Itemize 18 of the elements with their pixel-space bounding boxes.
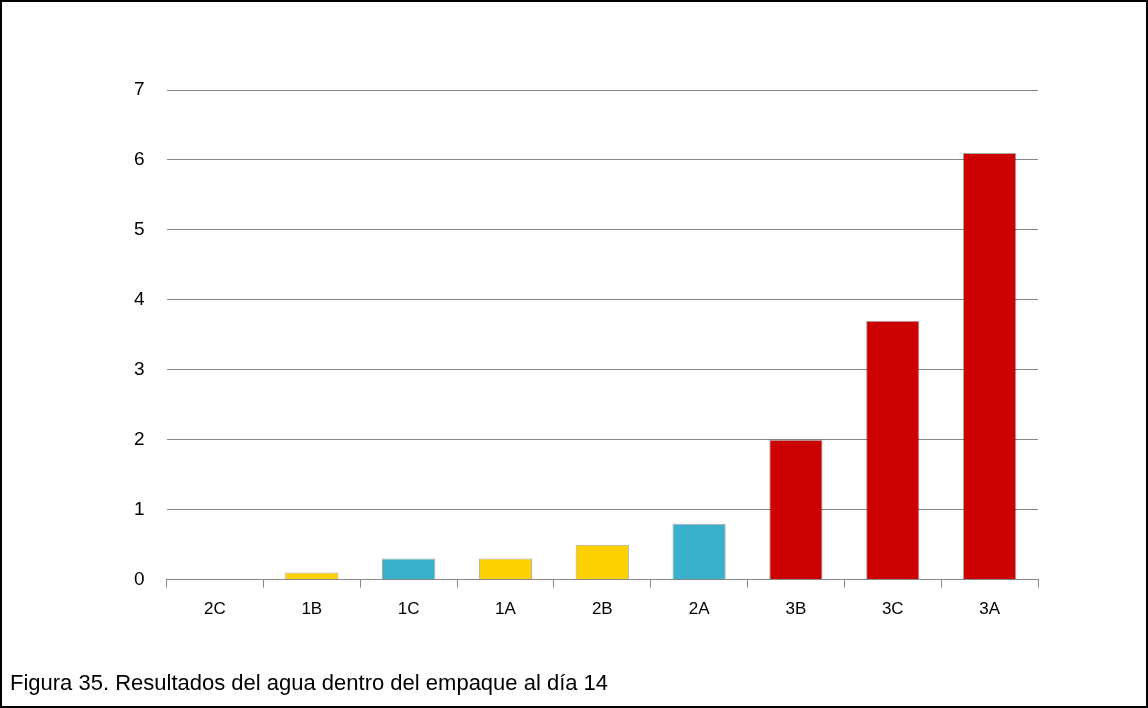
x-tick-label: 3A [979,599,1001,619]
y-tick-label: 0 [133,567,145,589]
x-tick-label: 3B [785,599,807,619]
x-tick-label: 1A [495,599,517,619]
y-tick-label: 5 [133,218,145,240]
text: Figura 35. Resultados del agua dentro del empaque al día 14 [10,670,609,696]
y-tick-label: 7 [133,78,145,100]
y-tick-label: 2 [133,427,145,449]
y-tick-label: 3 [133,358,145,380]
x-tick-label: 1C [397,599,420,619]
x-tick-label: 2A [688,599,711,619]
x-tick-label: 2C [204,599,226,619]
y-tick-label: 6 [133,148,145,170]
y-tick-label: 4 [133,288,145,310]
y-tick-label: 1 [133,497,145,519]
x-tick-label: 3C [881,599,904,619]
x-tick-label: 2B [591,599,613,619]
x-tick-label: 1B [301,599,323,619]
